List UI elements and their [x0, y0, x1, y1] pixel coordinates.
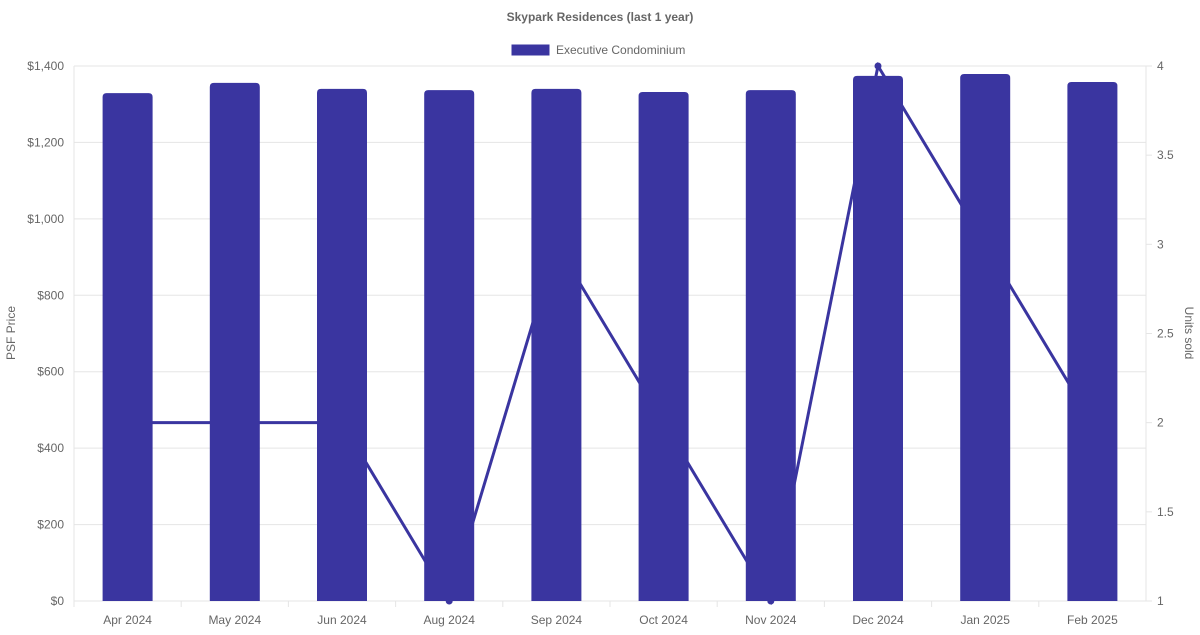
x-tick-label: Nov 2024 — [745, 613, 797, 627]
x-tick-label: Aug 2024 — [424, 613, 476, 627]
y-tick-label: $600 — [37, 365, 64, 379]
y-tick-label: $800 — [37, 288, 64, 302]
y-tick-label: $1,400 — [27, 59, 64, 73]
y2-tick-label: 1.5 — [1157, 505, 1174, 519]
x-tick-label: Sep 2024 — [531, 613, 583, 627]
units-sold-point — [874, 62, 882, 70]
bar — [531, 88, 582, 601]
bar — [638, 91, 689, 601]
bar — [853, 75, 903, 601]
y2-tick-label: 2.5 — [1157, 327, 1174, 341]
x-tick-label: May 2024 — [208, 613, 261, 627]
y-tick-label: $1,200 — [27, 135, 64, 149]
y-tick-label: $200 — [37, 518, 64, 532]
bar — [102, 93, 153, 601]
chart-title: Skypark Residences (last 1 year) — [507, 10, 694, 24]
y2-tick-label: 1 — [1157, 594, 1164, 608]
legend-label: Executive Condominium — [556, 43, 685, 57]
bar — [317, 88, 367, 601]
y2-axis-label: Units sold — [1182, 307, 1196, 360]
x-tick-label: Jun 2024 — [317, 613, 367, 627]
y2-tick-label: 2 — [1157, 416, 1164, 430]
y2-tick-label: 3.5 — [1157, 148, 1174, 162]
x-tick-label: Feb 2025 — [1067, 613, 1118, 627]
y2-tick-label: 3 — [1157, 237, 1164, 251]
y-tick-label: $400 — [37, 441, 64, 455]
bar — [424, 90, 475, 601]
legend[interactable]: Executive Condominium — [510, 43, 685, 57]
x-tick-label: Oct 2024 — [639, 613, 688, 627]
x-tick-label: Apr 2024 — [103, 613, 152, 627]
bar — [960, 74, 1011, 601]
y2-tick-label: 4 — [1157, 59, 1164, 73]
bar — [1067, 82, 1118, 602]
y-tick-label: $1,000 — [27, 212, 64, 226]
legend-swatch — [510, 43, 551, 57]
units-sold-line — [127, 61, 1094, 606]
y-tick-label: $0 — [51, 594, 65, 608]
bar — [745, 90, 796, 601]
y-axis-label: PSF Price — [4, 306, 18, 360]
bar — [209, 82, 260, 602]
x-tick-label: Dec 2024 — [852, 613, 904, 627]
x-tick-label: Jan 2025 — [961, 613, 1011, 627]
